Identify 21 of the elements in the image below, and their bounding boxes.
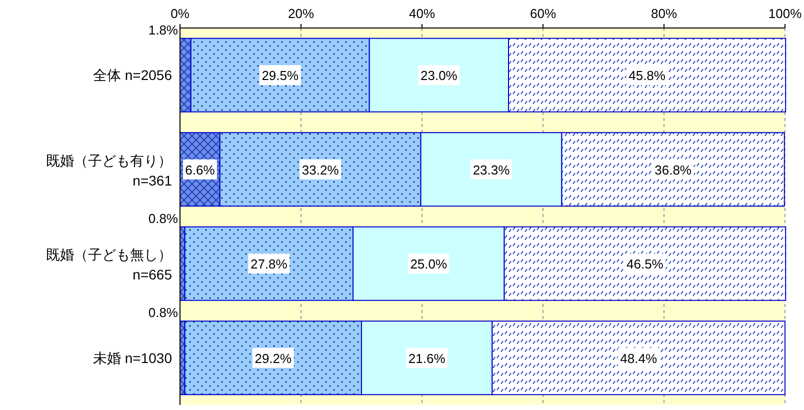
data-label: 48.4% xyxy=(620,350,658,366)
data-label: 0.8% xyxy=(148,305,178,320)
x-tick-label: 80% xyxy=(650,6,678,21)
y-tick-label: 全体 n=2056 xyxy=(93,67,172,84)
data-label: 46.5% xyxy=(626,256,664,272)
x-tick-label: 20% xyxy=(288,6,314,21)
data-label: 27.8% xyxy=(250,256,288,272)
y-tick-label: 既婚（子ども有り） n=361 xyxy=(46,152,172,188)
data-label: 0.8% xyxy=(148,210,178,226)
y-tick-label: 既婚（子ども無し） n=665 xyxy=(46,246,172,283)
x-tick-label: 40% xyxy=(408,6,436,21)
data-label: 45.8% xyxy=(628,68,666,84)
x-tick-label: 0% xyxy=(170,6,190,21)
data-label: 36.8% xyxy=(654,162,692,178)
data-label: 29.2% xyxy=(254,350,292,366)
data-label: 33.2% xyxy=(302,162,340,178)
y-tick-label: 未婚 n=1030 xyxy=(93,350,172,366)
data-label: 29.5% xyxy=(262,68,299,84)
data-label: 1.8% xyxy=(148,22,178,38)
x-tick-label: 60% xyxy=(530,6,556,21)
x-tick-label: 100% xyxy=(768,6,802,21)
